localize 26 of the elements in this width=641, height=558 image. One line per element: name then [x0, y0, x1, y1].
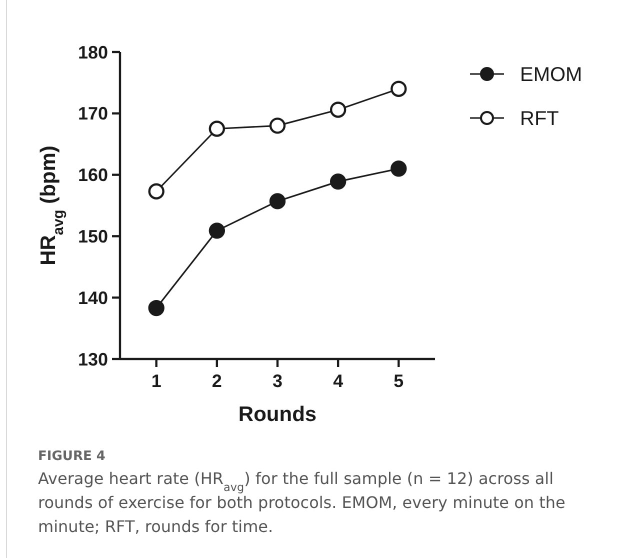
x-tick-label: 5 — [394, 371, 404, 391]
y-tick-label: 180 — [78, 42, 108, 62]
caption: FIGURE 4 — [38, 449, 106, 464]
point — [269, 118, 286, 134]
point — [390, 80, 407, 97]
y-tick-label: 130 — [78, 349, 108, 370]
x-tick-label: 4 — [333, 371, 344, 391]
point — [148, 183, 164, 200]
point — [330, 173, 346, 190]
point — [390, 160, 407, 177]
legend-label: RFT — [520, 108, 559, 130]
text: Average heart rate (HR$_{avg}$) for the full sample (n = 12) across all rounds of exercise for both protocols. EMOM, every minute on the minute; RFT, rounds for time. — [38, 469, 566, 536]
y-tick-label: 150 — [78, 226, 108, 246]
point — [148, 300, 164, 316]
legend-label: EMOM — [520, 64, 582, 86]
point — [208, 120, 226, 137]
x-tick-label: 2 — [212, 371, 222, 391]
point — [330, 102, 346, 118]
y-tick-label: 140 — [78, 288, 108, 308]
point — [269, 193, 286, 210]
x-axis-title: Rounds — [238, 403, 317, 426]
point — [208, 222, 226, 239]
y-tick-label: 170 — [78, 104, 108, 124]
x-tick-label: 1 — [151, 371, 162, 391]
y-tick-label: 160 — [78, 165, 108, 186]
x-tick-label: 3 — [272, 371, 283, 391]
